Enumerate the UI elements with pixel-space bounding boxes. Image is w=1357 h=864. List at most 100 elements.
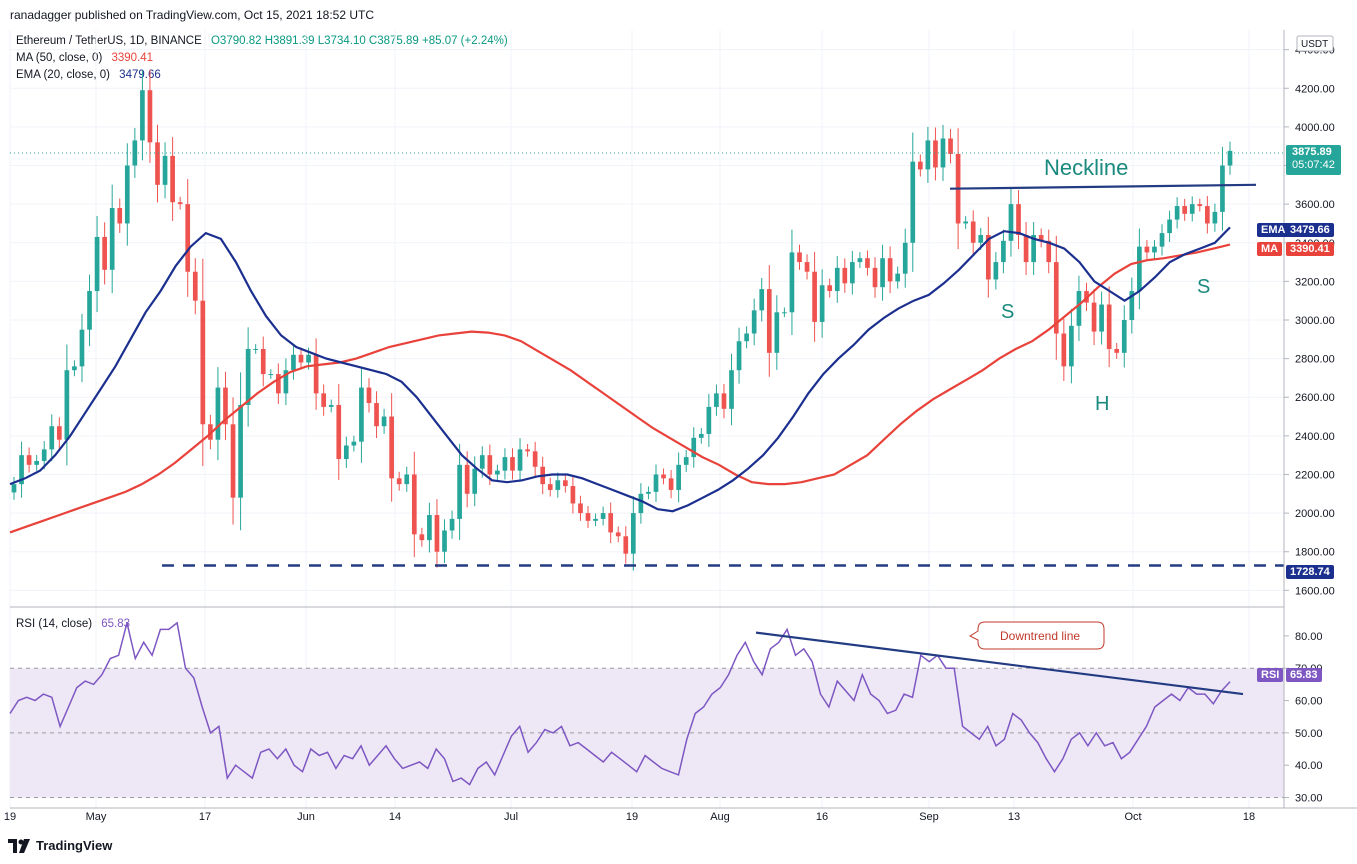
candle-body <box>653 474 659 492</box>
candle-body <box>260 348 266 375</box>
candle-body <box>495 470 500 475</box>
candle-body <box>479 455 485 469</box>
tradingview-brand: TradingView <box>36 838 113 853</box>
candle-body <box>517 449 523 471</box>
candle-body <box>404 474 410 485</box>
ma-price-tag: 3390.41 <box>1286 242 1334 256</box>
candle-body <box>872 267 878 288</box>
candle-body <box>1001 240 1006 263</box>
candle-body <box>457 464 462 519</box>
candle-body <box>676 464 681 490</box>
candle-body <box>1227 150 1233 166</box>
candle-body <box>593 518 598 521</box>
time-axis[interactable]: 19 May 17 Jun 14 Jul 19 Aug 16 Sep 13 Oct 18 <box>4 811 1255 823</box>
candle-body <box>1106 304 1112 349</box>
price-tick-label: 2000.00 <box>1295 508 1335 520</box>
tradingview-footer[interactable]: TradingView <box>8 838 112 853</box>
candle-body <box>827 285 833 292</box>
candle-body <box>865 258 870 268</box>
ma-legend: MA (50, close, 0) 3390.41 <box>16 52 153 64</box>
candle-body <box>963 221 968 224</box>
candle-body <box>1008 204 1014 241</box>
candle-body <box>759 289 765 311</box>
candle-body <box>532 451 538 467</box>
candle-body <box>124 165 130 224</box>
time-tick-label: 13 <box>1008 811 1020 823</box>
time-tick-label: Jul <box>504 811 518 823</box>
candle-body <box>887 258 893 282</box>
candle-body <box>351 441 357 446</box>
candle-body <box>1046 240 1052 263</box>
candle-body <box>253 348 259 350</box>
candle-body <box>812 271 817 322</box>
candle-body <box>1076 291 1082 326</box>
candle-body <box>578 503 583 514</box>
head-label: H <box>1095 393 1109 415</box>
price-tick-label: 3600.00 <box>1295 199 1335 211</box>
candle-body <box>698 433 704 438</box>
downtrend-label: Downtrend line <box>1000 629 1080 643</box>
candle-body <box>147 90 153 143</box>
candle-body <box>245 348 251 405</box>
price-tick-label: 2400.00 <box>1295 431 1335 443</box>
candle-body <box>789 252 795 313</box>
candle-body <box>1197 204 1203 207</box>
candle-body <box>343 445 349 460</box>
candle-body <box>238 404 243 498</box>
candle-body <box>1174 206 1180 220</box>
candle-body <box>283 370 289 394</box>
support-price-tag: 1728.74 <box>1286 565 1334 579</box>
candle-body <box>1061 333 1067 367</box>
rsi-tick-label: 80.00 <box>1295 631 1323 643</box>
ma-legend-value: 3390.41 <box>111 52 154 64</box>
last-price-value: 3875.89 <box>1292 146 1332 158</box>
candle-body <box>298 354 304 363</box>
candle-body <box>630 513 636 554</box>
candle-body <box>547 484 553 490</box>
currency-box[interactable] <box>1296 35 1334 52</box>
candle-body <box>41 449 47 461</box>
candle-body <box>782 312 787 314</box>
candle-body <box>797 252 802 263</box>
candle-body <box>646 491 651 494</box>
rsi-line <box>9 621 1231 786</box>
candle-body <box>215 387 221 440</box>
price-axis[interactable]: 1600.00 1800.00 2000.00 2200.00 2400.00 2600.… <box>1284 45 1335 598</box>
time-tick-label: 19 <box>4 811 16 823</box>
candle-body <box>328 404 334 407</box>
candle-body <box>313 354 319 394</box>
candle-body <box>714 393 719 407</box>
rsi-tick-label: 40.00 <box>1295 760 1323 772</box>
candle-body <box>19 455 24 485</box>
candle-body <box>230 424 236 498</box>
candle-body <box>427 515 432 541</box>
candle-body <box>1091 302 1097 332</box>
time-tick-label: Sep <box>919 811 939 823</box>
candle-body <box>306 354 311 363</box>
candle-body <box>1053 262 1059 334</box>
candle-body <box>585 513 591 521</box>
candle-body <box>985 235 991 280</box>
neckline <box>949 183 1257 190</box>
candle-body <box>1152 246 1157 253</box>
candle-body <box>1069 325 1074 367</box>
candle-body <box>170 155 175 203</box>
candle-body <box>510 457 515 471</box>
candle-body <box>683 457 689 465</box>
candle-body <box>472 468 478 494</box>
candle-body <box>978 235 984 243</box>
price-tick-label: 2600.00 <box>1295 392 1335 404</box>
rsi-legend-label: RSI (14, close) <box>16 618 93 630</box>
rsi-legend: RSI (14, close) 65.83 <box>16 618 130 630</box>
candle-body <box>570 486 576 504</box>
candle-body <box>177 202 183 205</box>
rsi-band <box>10 668 1284 798</box>
candle-body <box>502 457 508 471</box>
candle-body <box>804 262 810 272</box>
rsi-legend-value: 65.83 <box>101 618 131 630</box>
candle-body <box>381 416 387 427</box>
candle-body <box>434 515 440 552</box>
symbol-legend: Ethereum / TetherUS, 1D, BINANCE O3790.8… <box>16 35 508 47</box>
